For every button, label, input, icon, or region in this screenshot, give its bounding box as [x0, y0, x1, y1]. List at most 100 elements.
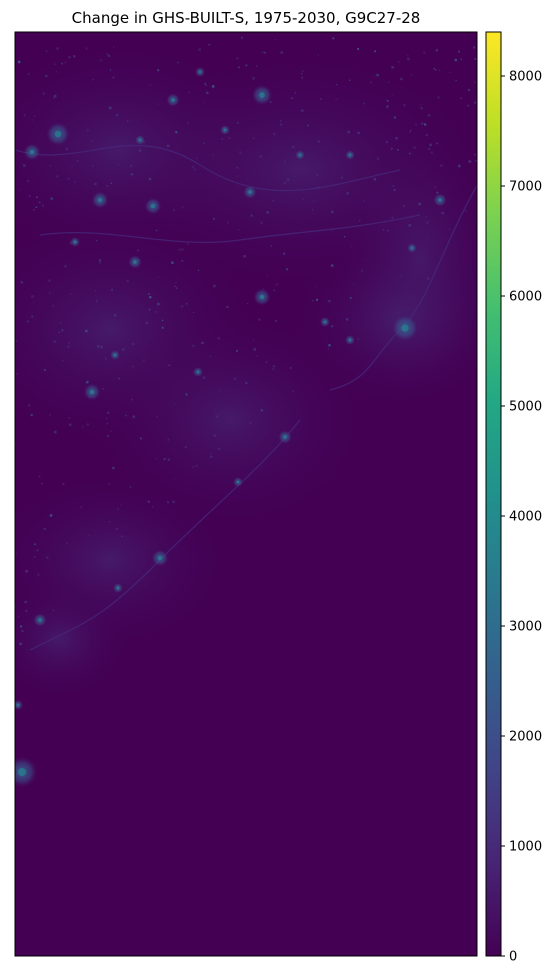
heatmap-speckle — [131, 398, 133, 401]
heatmap-speckle — [212, 154, 214, 156]
heatmap-speckle — [38, 201, 41, 204]
heatmap-speckle — [95, 290, 97, 292]
heatmap-speckle — [36, 549, 39, 552]
heatmap-speckle — [317, 54, 319, 56]
heatmap-speckle — [20, 281, 23, 284]
heatmap-speckle — [332, 37, 335, 40]
heatmap-speckle — [377, 157, 380, 160]
heatmap-speckle — [100, 59, 102, 62]
heatmap-speckle — [435, 49, 438, 52]
heatmap-speckle — [181, 248, 184, 251]
heatmap-speckle — [361, 269, 363, 272]
heatmap-speckle — [155, 458, 157, 460]
heatmap-speckle — [187, 122, 189, 124]
heatmap-speckle — [460, 97, 462, 99]
heatmap-speckle — [171, 261, 174, 264]
heatmap-speckle — [437, 96, 440, 99]
heatmap-speckle — [260, 409, 263, 412]
heatmap-speckle — [92, 79, 94, 81]
heatmap-speckle — [110, 430, 112, 432]
heatmap-speckle — [331, 325, 334, 328]
heatmap-speckle — [386, 99, 389, 102]
plot-frame — [14, 31, 478, 957]
heatmap-speckle — [15, 605, 17, 608]
heatmap-speckle — [69, 417, 71, 419]
heatmap-speckle — [292, 145, 295, 149]
heatmap-speckle — [28, 195, 31, 197]
heatmap-speckle — [359, 220, 361, 222]
heatmap-speckle — [175, 131, 178, 134]
heatmap-speckle — [328, 344, 331, 347]
heatmap-speckle — [109, 521, 111, 523]
heatmap-speckle — [24, 600, 27, 604]
heatmap-speckle — [269, 101, 272, 103]
heatmap-image — [15, 32, 477, 956]
heatmap-speckle — [275, 283, 278, 286]
heatmap-speckle — [252, 77, 255, 80]
heatmap-speckle — [382, 229, 385, 231]
heatmap-speckle — [61, 329, 64, 331]
heatmap-urban-core — [323, 320, 327, 324]
heatmap-speckle — [434, 69, 437, 71]
heatmap-speckle — [301, 76, 304, 79]
heatmap-speckle — [27, 73, 30, 76]
heatmap-speckle — [206, 91, 209, 95]
heatmap-speckle — [113, 46, 115, 48]
heatmap-speckle — [33, 115, 35, 117]
heatmap-speckle — [316, 298, 318, 301]
heatmap-speckle — [289, 366, 292, 369]
heatmap-speckle — [188, 91, 191, 94]
colorbar-tick-label: 2000 — [509, 730, 542, 745]
heatmap-speckle — [424, 123, 427, 126]
heatmap-speckle — [192, 166, 194, 169]
heatmap-speckle — [363, 200, 365, 202]
heatmap-speckle — [436, 191, 439, 194]
heatmap-speckle — [302, 198, 304, 200]
heatmap-urban-core — [259, 92, 265, 98]
heatmap-speckle — [201, 341, 204, 345]
heatmap-speckle — [175, 287, 178, 290]
heatmap-speckle — [46, 556, 49, 559]
heatmap-speckle — [157, 302, 160, 306]
heatmap-speckle — [260, 221, 263, 224]
heatmap-speckle — [58, 331, 60, 334]
heatmap-urban-core — [259, 294, 265, 300]
heatmap-speckle — [130, 173, 133, 176]
heatmap-speckle — [245, 64, 248, 67]
heatmap-speckle — [256, 65, 258, 67]
heatmap-speckle — [357, 131, 360, 135]
heatmap-speckle — [393, 188, 396, 191]
heatmap-speckle — [122, 348, 125, 351]
heatmap-speckle — [94, 182, 97, 186]
heatmap-speckle — [177, 61, 179, 64]
heatmap-speckle — [15, 443, 17, 445]
heatmap-speckle — [175, 281, 177, 284]
heatmap-speckle — [110, 69, 112, 71]
heatmap-speckle — [438, 69, 441, 71]
heatmap-speckle — [65, 147, 69, 151]
heatmap-speckle — [328, 300, 331, 303]
heatmap-speckle — [17, 60, 21, 64]
heatmap-speckle — [86, 380, 89, 384]
heatmap-speckle — [41, 482, 43, 485]
heatmap-speckle — [181, 305, 184, 308]
heatmap-urban-core — [198, 70, 202, 74]
heatmap-speckle — [52, 609, 55, 612]
heatmap-haze — [15, 580, 130, 700]
heatmap-speckle — [423, 51, 426, 54]
heatmap-speckle — [106, 422, 109, 425]
heatmap-speckle — [25, 570, 28, 573]
heatmap-speckle — [429, 143, 432, 146]
heatmap-speckle — [86, 129, 89, 132]
heatmap-speckle — [68, 56, 71, 59]
heatmap-urban-core — [236, 480, 240, 484]
heatmap-speckle — [400, 274, 403, 277]
heatmap-urban-core — [16, 703, 20, 707]
heatmap-speckle — [376, 73, 379, 77]
heatmap-speckle — [23, 164, 26, 167]
heatmap-speckle — [187, 242, 189, 245]
heatmap-urban-core — [73, 240, 77, 244]
heatmap-speckle — [397, 149, 399, 151]
heatmap-speckle — [50, 197, 53, 200]
heatmap-speckle — [108, 106, 112, 110]
